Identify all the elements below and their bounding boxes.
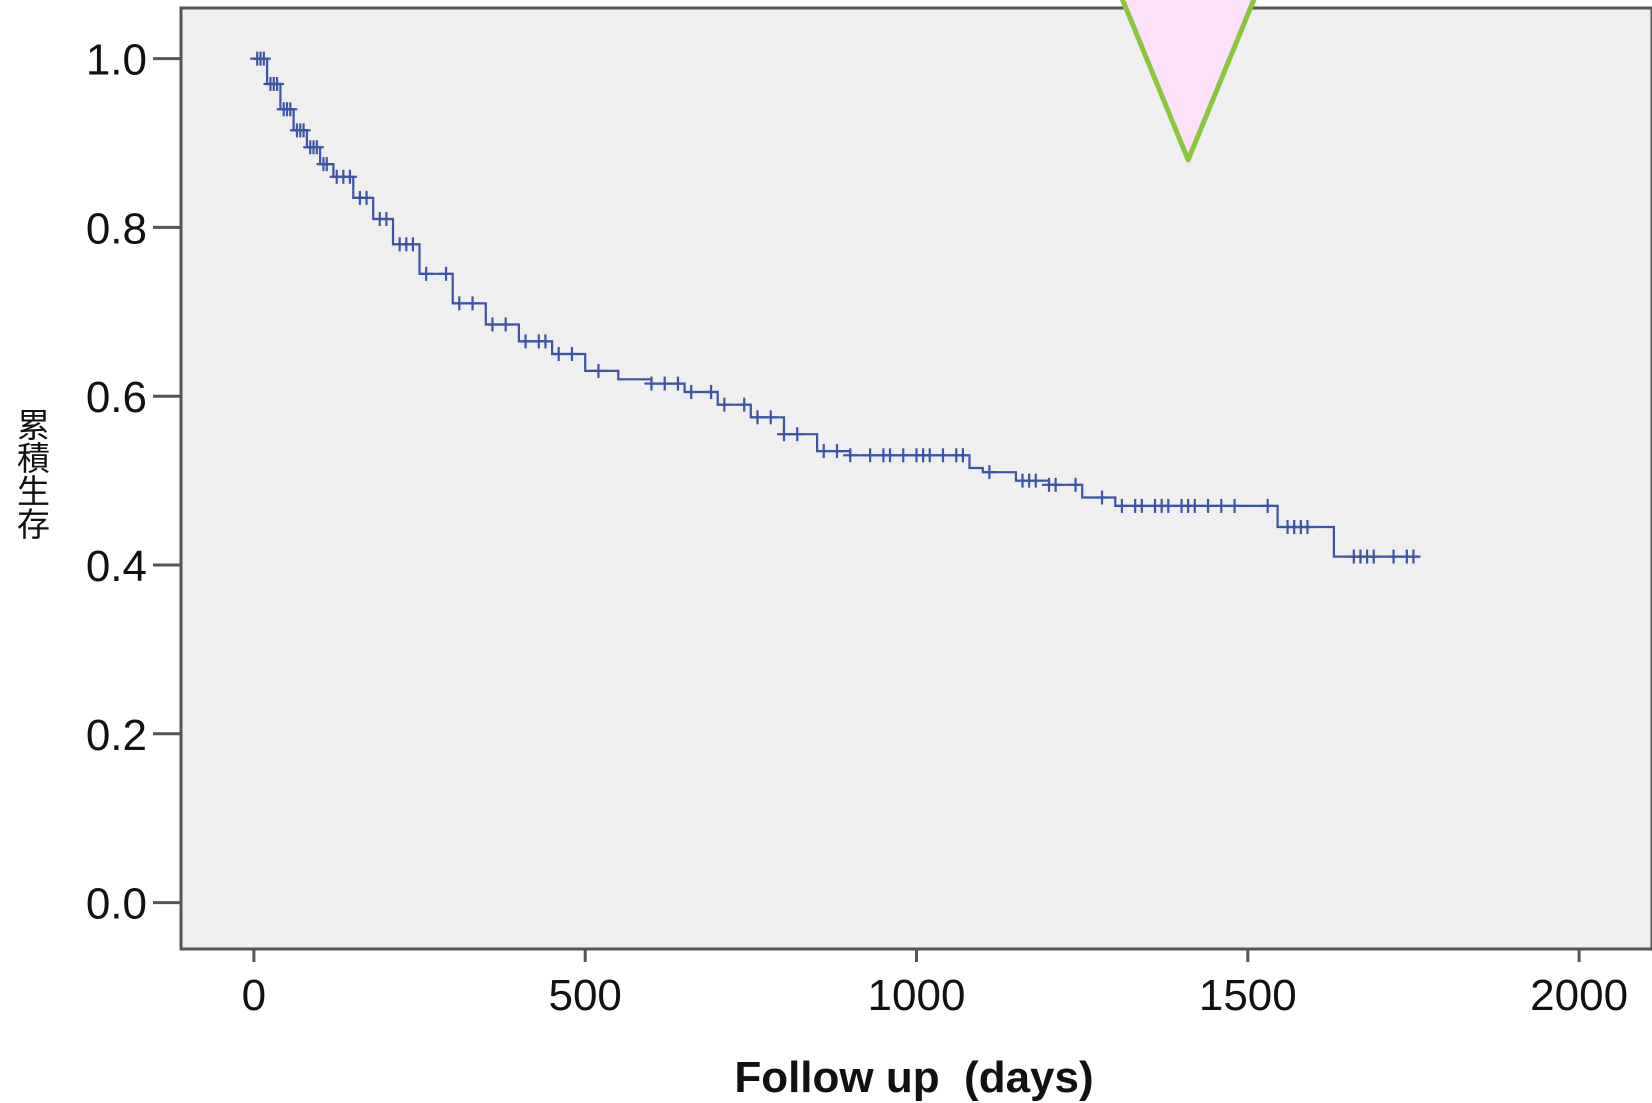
censor-mark (256, 51, 271, 66)
censor-mark (439, 266, 454, 281)
censor-mark (955, 448, 970, 463)
censor-mark (485, 317, 500, 332)
censor-mark (763, 410, 778, 425)
censor-mark (1300, 520, 1315, 535)
censor-mark (1187, 498, 1202, 513)
censor-mark (1095, 490, 1110, 505)
censor-mark (843, 448, 858, 463)
censor-mark (1048, 477, 1063, 492)
censor-mark (717, 397, 732, 412)
censor-mark (737, 397, 752, 412)
censor-mark (1068, 477, 1083, 492)
x-axis: 0 500 1000 1500 2000 (242, 949, 1628, 1020)
censor-mark (498, 317, 513, 332)
x-tick-label: 500 (548, 971, 621, 1020)
censor-mark (359, 190, 374, 205)
censor-mark (790, 427, 805, 442)
censor-mark (564, 347, 579, 362)
censor-mark (283, 102, 298, 117)
x-tick-label: 1500 (1199, 971, 1297, 1020)
censor-mark (816, 444, 831, 459)
censor-mark (670, 376, 685, 391)
censor-mark (882, 448, 897, 463)
censor-mark (829, 444, 844, 459)
censor-mark (863, 448, 878, 463)
y-tick-label: 0.4 (86, 542, 147, 591)
censor-mark (518, 334, 533, 349)
censor-mark (551, 347, 566, 362)
y-axis: 0.0 0.2 0.4 0.6 0.8 1.0 (86, 36, 181, 929)
y-tick-label: 0.0 (86, 880, 147, 929)
censor-mark (936, 448, 951, 463)
censor-mark (342, 169, 357, 184)
censor-mark (1114, 498, 1129, 513)
y-tick-label: 0.2 (86, 711, 147, 760)
censor-mark (704, 384, 719, 399)
censor-mark (1134, 498, 1149, 513)
censor-mark (1227, 498, 1242, 513)
annotation-layer (1119, 0, 1257, 163)
y-axis-title: 累積生存 (12, 408, 51, 540)
censor-mark (309, 140, 324, 155)
y-tick-label: 1.0 (86, 36, 147, 85)
censor-mark (405, 237, 420, 252)
y-tick-label: 0.6 (86, 373, 147, 422)
censor-mark (296, 123, 311, 138)
censor-mark (1161, 498, 1176, 513)
censor-mark (319, 157, 334, 172)
plot-area (179, 6, 1652, 951)
censor-mark (591, 363, 606, 378)
censor-mark (750, 410, 765, 425)
censor-mark (465, 296, 480, 311)
x-axis-title: Follow up (days) (734, 1053, 1093, 1102)
censor-mark (452, 296, 467, 311)
censor-mark (1028, 473, 1043, 488)
x-tick-label: 2000 (1530, 971, 1628, 1020)
censor-mark (644, 376, 659, 391)
x-tick-label: 1000 (868, 971, 966, 1020)
triangle-marker (1119, 0, 1257, 163)
censor-mark (657, 376, 672, 391)
censor-mark (270, 76, 285, 91)
censor-mark (1386, 549, 1401, 564)
y-tick-label: 0.8 (86, 204, 147, 253)
censor-mark (1366, 549, 1381, 564)
censor-mark (922, 448, 937, 463)
censor-mark (776, 427, 791, 442)
censor-mark (1406, 549, 1421, 564)
censor-mark (982, 465, 997, 480)
censor-mark (379, 211, 394, 226)
censor-mark (419, 266, 434, 281)
censor-mark (538, 334, 553, 349)
censor-mark (1260, 498, 1275, 513)
censor-mark (684, 384, 699, 399)
censor-mark (1201, 498, 1216, 513)
x-tick-label: 0 (242, 971, 266, 1020)
censor-mark (1214, 498, 1229, 513)
censor-mark (896, 448, 911, 463)
series-layer (250, 51, 1421, 564)
